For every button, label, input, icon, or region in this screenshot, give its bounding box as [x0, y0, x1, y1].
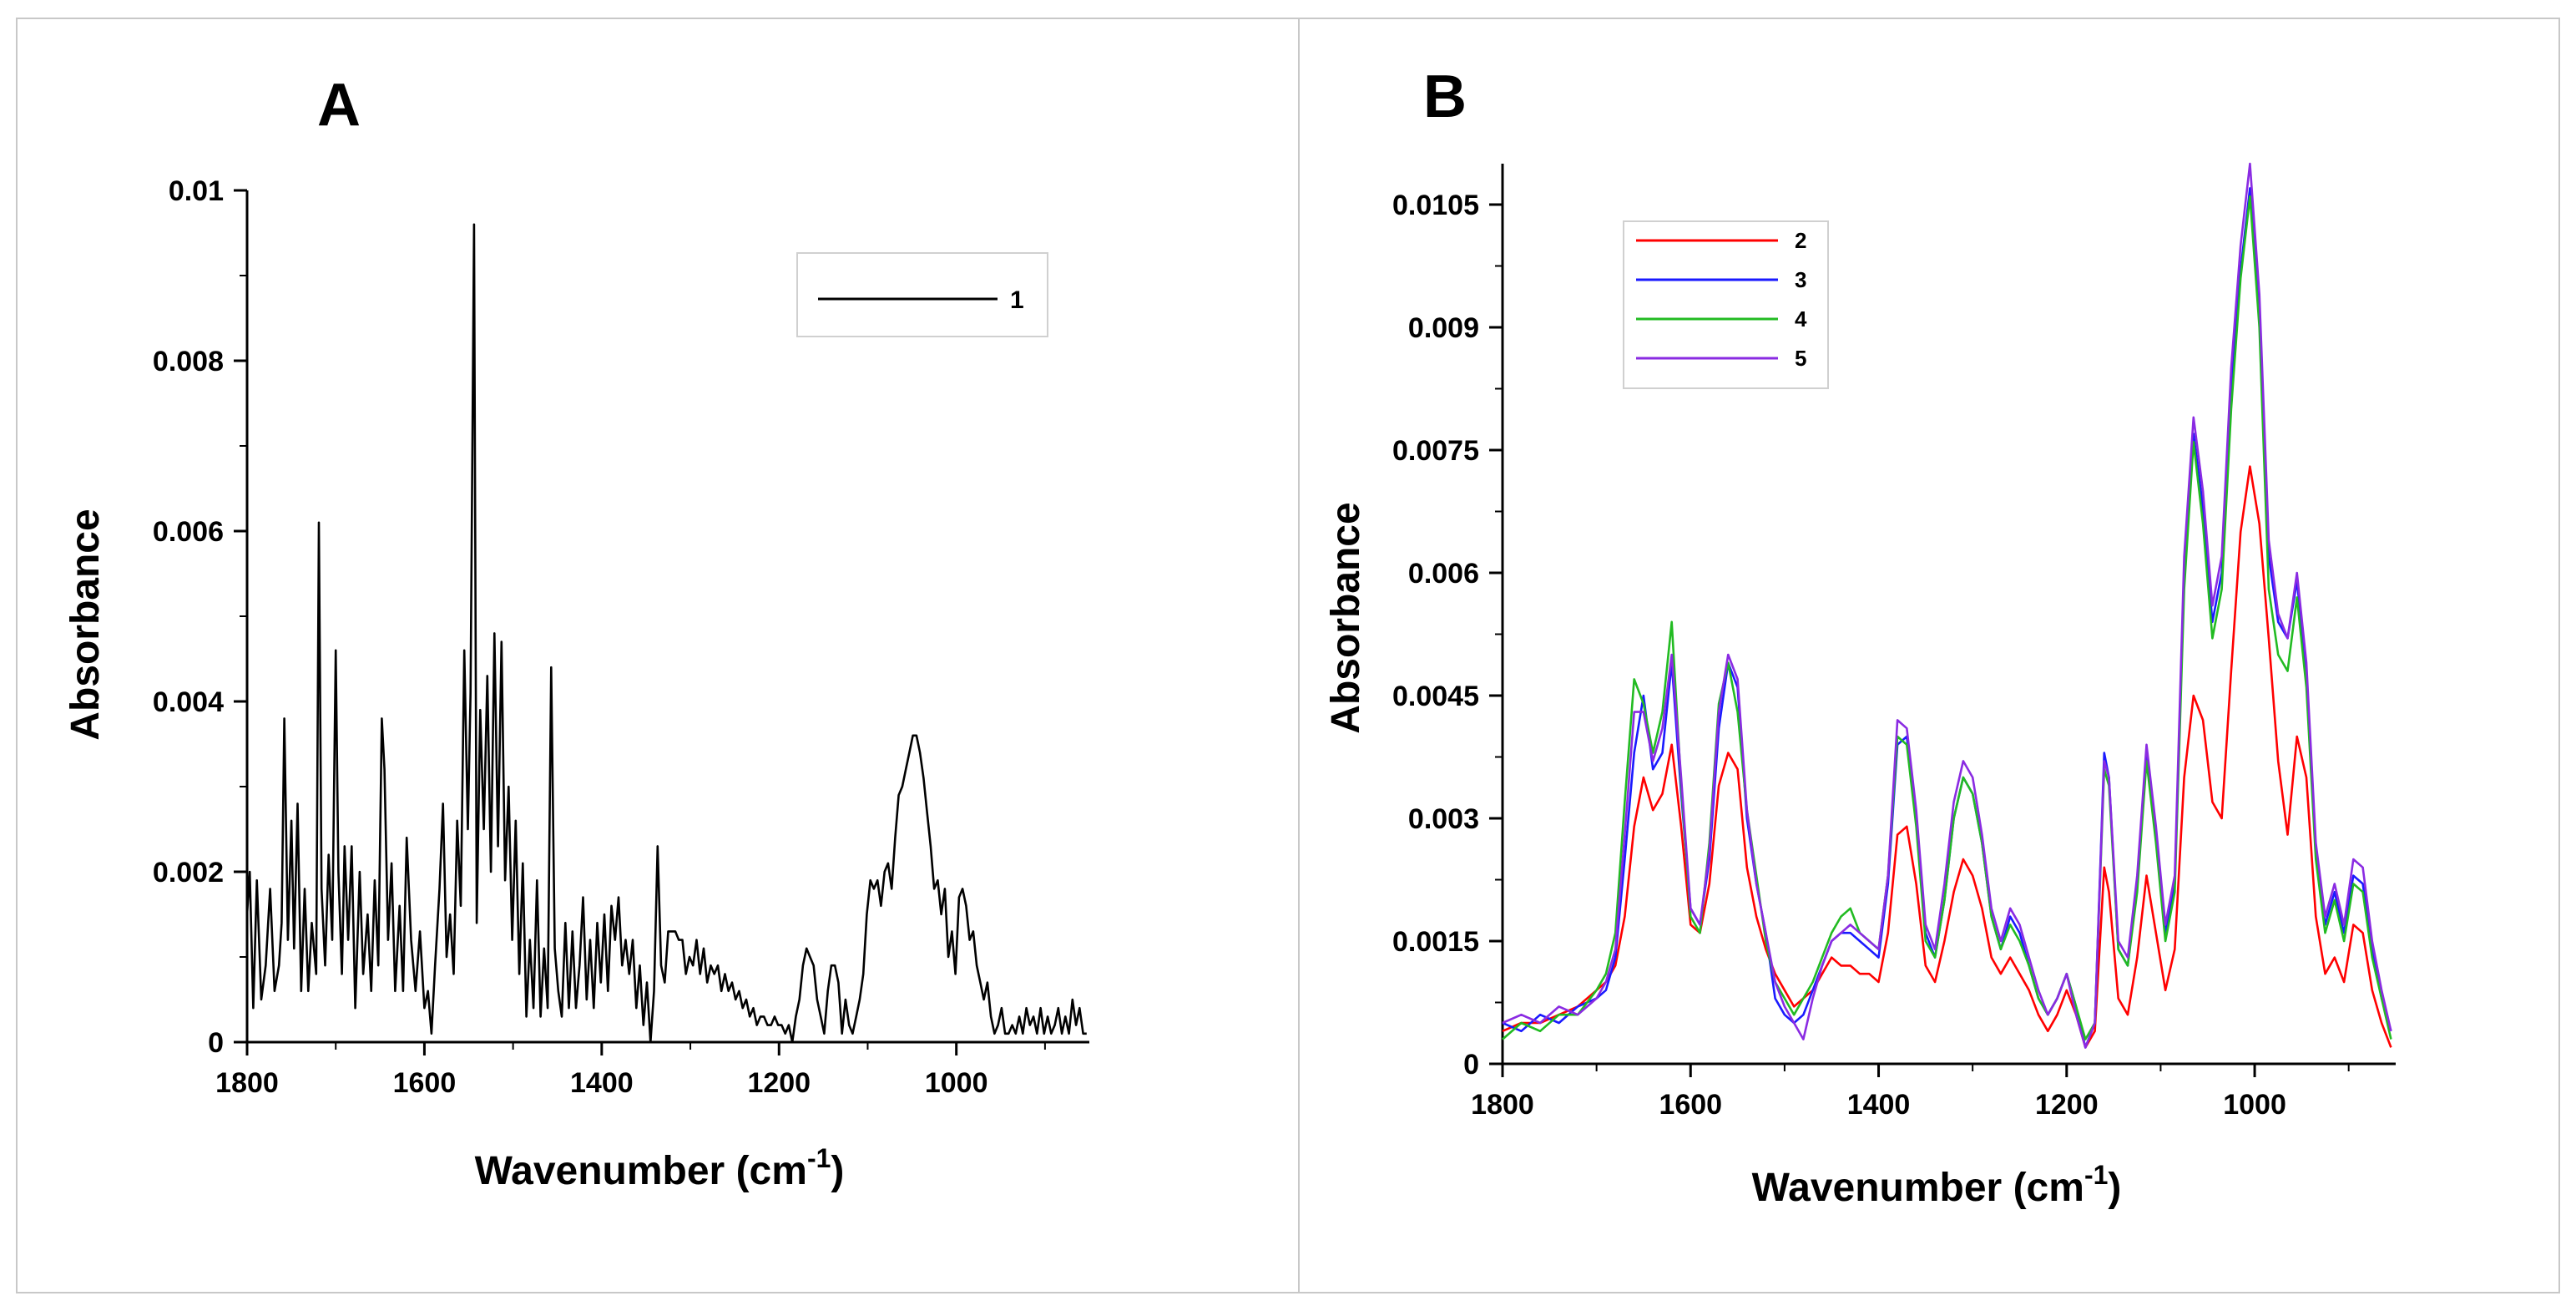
series-line-5 — [1502, 162, 2392, 1049]
x-tick-label: 1800 — [215, 1067, 279, 1099]
legend: 1 — [796, 252, 1048, 337]
series-line-4 — [1502, 195, 2392, 1040]
legend-label: 1 — [1010, 286, 1024, 314]
legend-box — [796, 252, 1048, 337]
y-tick-label: 0.008 — [153, 346, 224, 377]
x-axis-title: Wavenumber (cm-1) — [1752, 1160, 2122, 1210]
series-line-1 — [245, 223, 1087, 1044]
legend-label-5: 5 — [1795, 346, 1806, 371]
x-tick-label: 1600 — [1659, 1089, 1722, 1121]
panel-label: B — [1423, 63, 1467, 130]
legend-label-4: 4 — [1795, 306, 1807, 332]
y-tick-label: 0.009 — [1408, 312, 1479, 344]
axis-ticks: 0 0.0015 0.003 0.0045 0.006 0.0075 0.009 0.0105… — [1392, 164, 2396, 1121]
y-axis-title: Absorbance — [63, 509, 108, 740]
x-tick-label: 1400 — [570, 1067, 634, 1099]
y-tick-label: 0 — [1463, 1049, 1479, 1081]
x-axis-title-sup: -1 — [2084, 1160, 2108, 1190]
x-tick-label: 1000 — [925, 1067, 988, 1099]
y-tick-label: 0.0015 — [1392, 926, 1479, 958]
x-axis-title-text: Wavenumber (cm — [1752, 1166, 2084, 1210]
y-tick-label: 0 — [208, 1027, 224, 1059]
x-tick-label: 1200 — [2035, 1089, 2099, 1121]
y-tick-label: 0.006 — [1408, 558, 1479, 590]
panel-label: A — [317, 72, 361, 139]
y-tick-label: 0.0075 — [1392, 435, 1479, 467]
y-tick-label: 0.002 — [153, 857, 224, 888]
legend-box — [1623, 220, 1829, 389]
series-line-2 — [1502, 465, 2392, 1049]
y-tick-label: 0.006 — [153, 516, 224, 548]
figure-border — [16, 18, 2560, 1293]
y-tick-label: 0.004 — [153, 686, 224, 718]
x-axis-title-close: ) — [2108, 1166, 2121, 1210]
panel-b: B Absorbance Wavenumber (cm-1) 0 0.0015 0.… — [1324, 63, 2396, 1210]
x-tick-label: 1200 — [747, 1067, 811, 1099]
panel-a: A Absorbance Wavenumber (cm-1) 0 0.002 0.0… — [63, 72, 1089, 1193]
x-tick-label: 1400 — [1847, 1089, 1911, 1121]
legend: 2 3 4 5 — [1623, 220, 1829, 389]
legend-label-2: 2 — [1795, 228, 1806, 253]
x-axis-title-close: ) — [831, 1149, 844, 1193]
x-tick-label: 1800 — [1471, 1089, 1534, 1121]
y-tick-label: 0.0045 — [1392, 681, 1479, 712]
y-tick-label: 0.01 — [169, 175, 224, 207]
y-tick-label: 0.003 — [1408, 803, 1479, 835]
legend-label-3: 3 — [1795, 267, 1806, 292]
series-layer — [245, 223, 1087, 1044]
axis-ticks: 0 0.002 0.004 0.006 0.008 0.01 1800 1600 1400 120… — [153, 175, 1089, 1099]
x-axis-title-sup: -1 — [807, 1143, 831, 1173]
y-axis-title: Absorbance — [1324, 502, 1368, 733]
x-tick-label: 1600 — [393, 1067, 457, 1099]
x-axis-title: Wavenumber (cm-1) — [475, 1143, 845, 1193]
series-layer — [1502, 162, 2392, 1049]
x-axis-title-text: Wavenumber (cm — [475, 1149, 807, 1193]
x-tick-label: 1000 — [2223, 1089, 2286, 1121]
y-tick-label: 0.0105 — [1392, 190, 1479, 221]
